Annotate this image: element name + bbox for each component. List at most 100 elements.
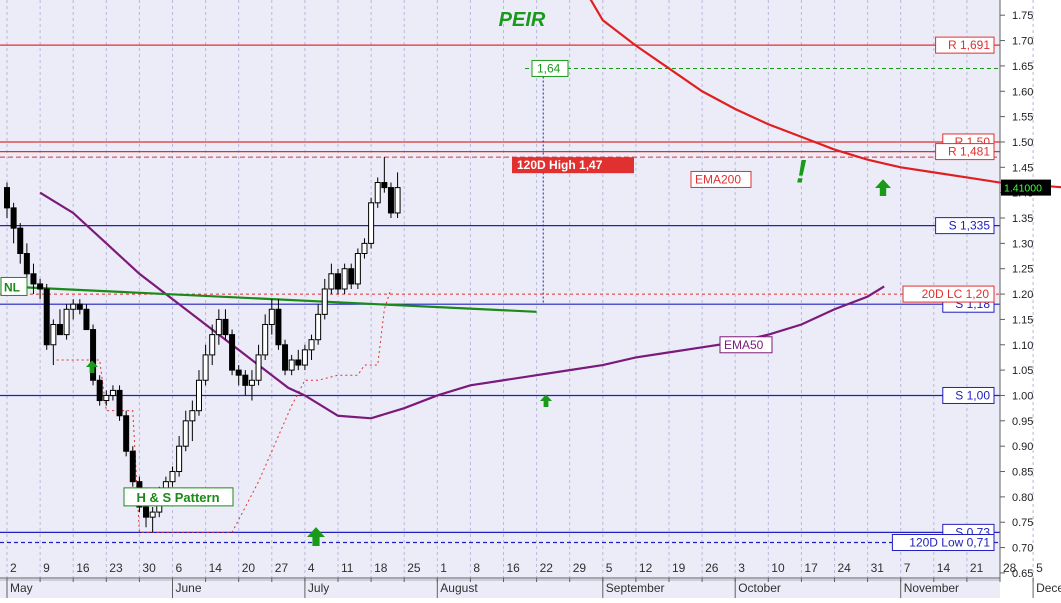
x-tick-label: 2 (10, 561, 17, 575)
candle-body (23, 253, 30, 275)
candles (4, 157, 401, 533)
candle-body (328, 273, 335, 290)
candle-body (387, 187, 394, 214)
candle-body (129, 450, 136, 483)
x-tick-label: 16 (507, 561, 521, 575)
x-tick-label: 18 (374, 561, 388, 575)
x-tick-label: 30 (142, 561, 156, 575)
candle-body (335, 273, 341, 290)
y-tick-label: 1.05 (1012, 365, 1033, 377)
candle-body (109, 389, 116, 396)
grid (6, 0, 1034, 578)
candle-body (17, 227, 24, 255)
y-tick-label: 0.65 (1012, 568, 1033, 580)
x-tick-label: 8 (473, 561, 480, 575)
y-tick-label: 1.50 (1012, 137, 1033, 149)
ema50-label-box (719, 336, 773, 354)
y-tick-label: 1.10 (1012, 340, 1033, 352)
trailing-stop-line (56, 288, 392, 533)
candle-body (189, 410, 196, 422)
high-120d-box (512, 157, 634, 174)
candle-body (30, 273, 37, 285)
candle-body (255, 354, 262, 381)
x-tick-label: 28 (1003, 561, 1017, 575)
candle-body (4, 187, 10, 209)
candle-body (262, 323, 269, 356)
x-tick-label: 14 (209, 561, 223, 575)
y-tick-label: 1.55 (1012, 112, 1033, 124)
month-label: July (308, 581, 329, 595)
candle-body (76, 303, 83, 310)
lc-20d-label: 20D LC 1,20 (922, 287, 990, 301)
x-tick-label: 9 (43, 561, 50, 575)
x-tick-label: 16 (76, 561, 90, 575)
y-tick-label: 1.45 (1012, 162, 1033, 174)
candle-body (83, 308, 90, 331)
candle-body (96, 379, 103, 402)
up-arrow-icon (307, 527, 325, 546)
candle-body (361, 242, 368, 255)
candle-body (103, 394, 110, 402)
candle-body (229, 334, 236, 371)
level-label-box (891, 534, 995, 552)
x-axis-background (0, 578, 1000, 598)
candle-body (116, 389, 123, 417)
y-tick-label: 1.70 (1012, 36, 1033, 48)
x-tick-label: 3 (738, 561, 745, 575)
y-tick-label: 1.25 (1012, 264, 1033, 276)
y-tick-label: 0.90 (1012, 441, 1033, 453)
candle-body (295, 359, 302, 366)
candle-body (10, 207, 17, 229)
candle-body (321, 288, 328, 315)
candle-body (195, 379, 202, 412)
candle-body (37, 283, 44, 290)
candle-body (268, 308, 275, 325)
lc-20d-box (902, 285, 995, 303)
candle-body (209, 334, 216, 356)
level-label: 120D Low 0,71 (909, 536, 990, 550)
candle-body (56, 323, 63, 336)
candle-body (275, 308, 282, 346)
month-label: August (440, 581, 478, 595)
candle-body (308, 339, 315, 351)
x-tick-label: 11 (341, 561, 354, 575)
candle-body (169, 471, 176, 483)
level-label-box (942, 386, 995, 404)
x-tick-label: 25 (407, 561, 421, 575)
y-tick-label: 0.95 (1012, 416, 1033, 428)
candle-body (149, 511, 156, 518)
candle-body (394, 187, 401, 214)
month-label: September (606, 581, 665, 595)
month-label: November (904, 581, 959, 595)
y-tick-label: 0.75 (1012, 517, 1033, 529)
pattern-label: H & S Pattern (136, 490, 219, 505)
level-label: S 1,00 (955, 388, 990, 402)
ema200-line (589, 0, 1061, 189)
x-tick-label: 6 (176, 561, 183, 575)
y-tick-label: 0.70 (1012, 543, 1033, 555)
last-price-label: 1.41000 (1004, 183, 1042, 195)
y-tick-label: 0.85 (1012, 467, 1033, 479)
month-label: June (176, 581, 202, 595)
y-axis: 0.65 0.70 0.75 0.80 0.85 0.90 0.95 1.00 1.05 1.10… (999, 0, 1051, 580)
candle-body (341, 268, 348, 290)
y-tick-label: 1.30 (1012, 238, 1033, 250)
y-tick-label: 1.60 (1012, 86, 1033, 98)
ema200-label: EMA200 (695, 172, 741, 186)
target-box (531, 59, 569, 77)
candle-body (63, 308, 70, 336)
target-label: 1,64 (537, 61, 561, 75)
x-tick-label: 14 (937, 561, 951, 575)
high-120d-label: 120D High 1,47 (517, 158, 603, 172)
x-tick-label: 26 (705, 561, 719, 575)
y-tick-label: 1.00 (1012, 390, 1033, 402)
chart-title: PEIR (499, 9, 546, 31)
candle-body (43, 288, 50, 346)
level-label: S 1,335 (949, 219, 991, 233)
candle-body (315, 313, 322, 341)
y-axis-background (1000, 0, 1061, 578)
candle-body (368, 202, 375, 244)
x-tick-label: 21 (970, 561, 984, 575)
